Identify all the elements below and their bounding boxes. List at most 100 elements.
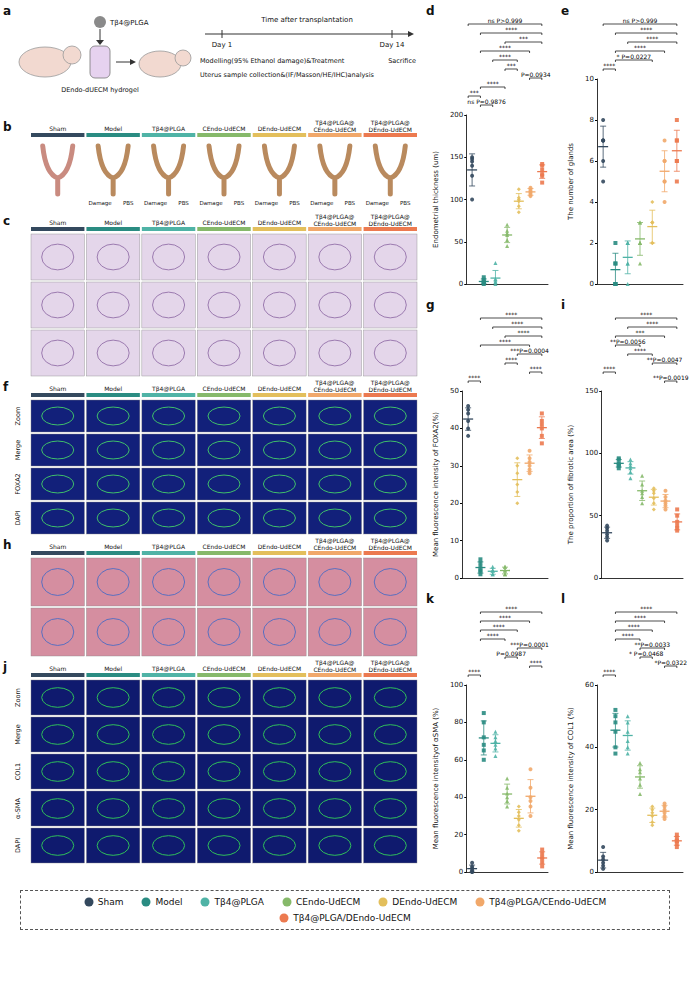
svg-text:FOXA2: FOXA2 (14, 473, 22, 494)
svg-text:****: **** (646, 320, 658, 327)
svg-text:DAPI: DAPI (14, 510, 22, 525)
svg-text:Time after transplantation: Time after transplantation (260, 16, 353, 24)
svg-text:Zoom: Zoom (14, 688, 22, 707)
svg-text:0: 0 (459, 280, 463, 288)
svg-text:***: *** (519, 35, 528, 42)
svg-text:****: **** (603, 365, 615, 372)
svg-text:6: 6 (590, 157, 595, 165)
svg-text:Day 14: Day 14 (380, 41, 406, 49)
svg-text:DEndo-UdECM: DEndo-UdECM (258, 385, 301, 392)
svg-text:Endometrial thickness (um): Endometrial thickness (um) (432, 151, 440, 248)
svg-text:****: **** (499, 44, 511, 51)
svg-text:PBS: PBS (178, 200, 189, 206)
svg-text:60: 60 (454, 756, 463, 764)
svg-text:4: 4 (590, 198, 595, 206)
svg-text:150: 150 (450, 153, 463, 161)
svg-text:DEndo-UdECM: DEndo-UdECM (258, 125, 301, 132)
svg-text:0: 0 (455, 574, 459, 582)
svg-text:8: 8 (590, 116, 594, 124)
svg-text:****: **** (511, 320, 523, 327)
svg-text:PBS: PBS (289, 200, 300, 206)
svg-text:Damage: Damage (310, 200, 334, 207)
svg-text:200: 200 (450, 111, 463, 119)
svg-text:****: **** (646, 35, 658, 42)
svg-text:Model: Model (104, 219, 122, 226)
svg-text:10: 10 (450, 537, 459, 545)
svg-text:h: h (3, 538, 12, 552)
svg-text:***: *** (507, 62, 516, 69)
svg-text:****: **** (493, 623, 505, 630)
svg-text:20: 20 (585, 806, 594, 814)
svg-text:CEndo-UdECM: CEndo-UdECM (313, 386, 356, 393)
svg-text:Modelling(95% Ethanol damage)&: Modelling(95% Ethanol damage)&Treatment (200, 57, 345, 65)
svg-text:Model: Model (104, 125, 122, 132)
svg-text:100: 100 (585, 449, 598, 457)
svg-text:60: 60 (585, 681, 594, 689)
svg-text:Mean fluorescence intensity of: Mean fluorescence intensity of FOXA2(%) (432, 412, 440, 557)
svg-text:**P=0.0019: **P=0.0019 (653, 374, 689, 381)
svg-text:0: 0 (459, 868, 463, 876)
svg-text:****: **** (634, 614, 646, 621)
svg-text:30: 30 (450, 462, 459, 470)
svg-text:Sham: Sham (49, 219, 66, 226)
svg-text:10: 10 (585, 75, 594, 83)
svg-text:****: **** (499, 338, 511, 345)
svg-text:40: 40 (454, 793, 463, 801)
svg-text:CEndo-UdECM: CEndo-UdECM (313, 544, 356, 551)
svg-text:Tβ4@PLGA: Tβ4@PLGA (109, 19, 149, 27)
svg-text:Tβ4@PLGA: Tβ4@PLGA (151, 125, 186, 133)
svg-text:Tβ4@PLGA: Tβ4@PLGA (151, 385, 186, 393)
svg-text:80: 80 (454, 718, 463, 726)
svg-text:P=0.0934: P=0.0934 (521, 71, 551, 78)
svg-text:CEndo-UdECM: CEndo-UdECM (313, 666, 356, 673)
svg-text:ns P>0.999: ns P>0.999 (623, 17, 658, 24)
svg-text:50: 50 (450, 387, 459, 395)
svg-text:****: **** (634, 44, 646, 51)
svg-text:**P=0.0047: **P=0.0047 (647, 356, 683, 363)
svg-text:Damage: Damage (366, 200, 390, 207)
svg-text:****: **** (603, 668, 615, 675)
svg-text:Damage: Damage (255, 200, 279, 207)
svg-text:****: **** (487, 632, 499, 639)
svg-text:Tβ4@PLGA: Tβ4@PLGA (151, 665, 186, 673)
svg-text:ns P>0.999: ns P>0.999 (488, 17, 523, 24)
svg-text:****: **** (499, 614, 511, 621)
svg-text:b: b (3, 120, 12, 134)
svg-text:DEndo-UdECM: DEndo-UdECM (369, 386, 412, 393)
svg-text:DEndo-UdECM: DEndo-UdECM (369, 126, 412, 133)
svg-text:a: a (3, 4, 11, 18)
svg-text:***: *** (636, 329, 645, 336)
svg-text:Sham: Sham (49, 543, 66, 550)
svg-text:Sham: Sham (49, 125, 66, 132)
svg-text:* P=0.0468: * P=0.0468 (629, 650, 664, 657)
svg-text:PBS: PBS (234, 200, 245, 206)
svg-text:****: **** (530, 365, 542, 372)
svg-text:COL1: COL1 (14, 763, 22, 780)
svg-text:CEndo-UdECM: CEndo-UdECM (313, 126, 356, 133)
svg-text:***P=0.0001: ***P=0.0001 (510, 641, 549, 648)
svg-text:DEndo-UdECM: DEndo-UdECM (369, 666, 412, 673)
svg-text:Sham: Sham (49, 385, 66, 392)
svg-text:****: **** (530, 659, 542, 666)
svg-text:****: **** (505, 356, 517, 363)
svg-text:DAPI: DAPI (14, 838, 22, 853)
svg-text:****: **** (634, 347, 646, 354)
svg-text:The number of glands: The number of glands (567, 143, 575, 221)
svg-text:****: **** (468, 374, 480, 381)
svg-text:***: *** (470, 89, 479, 96)
svg-text:Uterus sample collection&(IF/M: Uterus sample collection&(IF/Masson/HE/I… (200, 71, 375, 79)
svg-text:DEndo-UdECM: DEndo-UdECM (369, 220, 412, 227)
svg-text:CEndo-UdECM: CEndo-UdECM (203, 385, 246, 392)
svg-text:****: **** (505, 26, 517, 33)
svg-text:ns P=0.9876: ns P=0.9876 (467, 98, 506, 105)
svg-text:50: 50 (589, 512, 598, 520)
svg-text:****: **** (640, 311, 652, 318)
svg-text:Sham: Sham (49, 665, 66, 672)
svg-text:Tβ4@PLGA: Tβ4@PLGA (151, 543, 186, 551)
svg-text:****: **** (603, 62, 615, 69)
svg-text:****: **** (517, 329, 529, 336)
svg-text:Model: Model (104, 665, 122, 672)
svg-text:**P=0.0033: **P=0.0033 (634, 641, 670, 648)
svg-text:Sacrifice: Sacrifice (388, 57, 416, 65)
svg-text:CEndo-UdECM: CEndo-UdECM (203, 543, 246, 550)
